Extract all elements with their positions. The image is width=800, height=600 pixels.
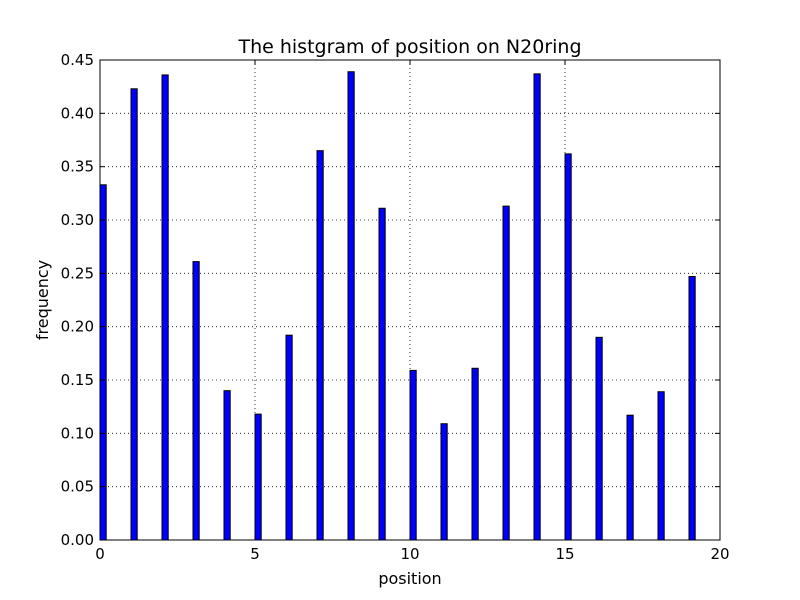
x-axis-label: position [378, 569, 441, 588]
bar [223, 390, 231, 541]
x-tick-label: 10 [400, 545, 419, 563]
bar [192, 261, 200, 541]
bar [440, 423, 448, 541]
bar [316, 150, 324, 541]
y-tick-label: 0.45 [61, 51, 94, 69]
y-axis-label: frequency [33, 260, 52, 340]
y-tick-label: 0.10 [61, 424, 94, 442]
bars [99, 71, 696, 541]
y-tick-label: 0.25 [61, 264, 94, 282]
bar [657, 391, 665, 541]
y-tick-label: 0.05 [61, 478, 94, 496]
bar [161, 74, 169, 541]
bar [409, 369, 417, 541]
bar [254, 413, 262, 541]
y-tick-label: 0.20 [61, 318, 94, 336]
bar [595, 336, 603, 541]
chart-title: The histgram of position on N20ring [237, 36, 581, 58]
y-tick-label: 0.30 [61, 211, 94, 229]
y-tick-label: 0.35 [61, 158, 94, 176]
ticks [99, 59, 721, 541]
y-tick-label: 0.00 [61, 531, 94, 549]
x-tick-label: 20 [710, 545, 729, 563]
bar [688, 276, 696, 541]
x-tick-labels: 0 5 10 15 20 [95, 545, 729, 563]
bar [347, 71, 355, 541]
x-tick-label: 0 [95, 545, 105, 563]
bar [378, 207, 386, 541]
y-tick-label: 0.40 [61, 104, 94, 122]
bar [626, 414, 634, 541]
bar [533, 73, 541, 541]
x-tick-label: 15 [555, 545, 574, 563]
bar [285, 334, 293, 541]
bar [130, 88, 138, 541]
bar [502, 205, 510, 541]
y-tick-labels: 0.00 0.05 0.10 0.15 0.20 0.25 0.30 0.35 0.40 0.45 [61, 51, 94, 549]
y-tick-label: 0.15 [61, 371, 94, 389]
bar [564, 153, 572, 541]
bar [471, 367, 479, 541]
x-tick-label: 5 [250, 545, 260, 563]
